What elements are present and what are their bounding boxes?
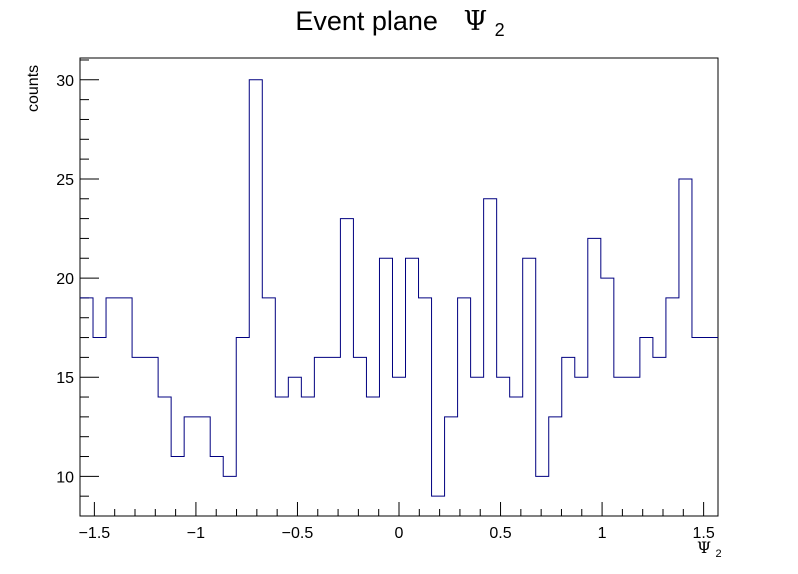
x-axis-tick-labels: −1.5 −1 −0.5 0 0.5 1 1.5 (79, 525, 715, 542)
histogram-outline (80, 79, 718, 497)
x-axis-ticks (93, 502, 705, 516)
x-tick-label: 0 (395, 525, 404, 542)
y-axis-ticks (80, 59, 99, 517)
x-tick-label: −1.5 (79, 525, 111, 542)
x-tick-label: 1.5 (692, 525, 714, 542)
y-axis-label: counts (25, 65, 42, 112)
x-axis-label: Ψ 2 (697, 538, 722, 560)
y-tick-label: 15 (56, 370, 74, 387)
chart-title: Event plane Ψ 2 (295, 6, 504, 40)
plot-frame (79, 57, 719, 517)
y-tick-label: 20 (56, 271, 74, 288)
y-tick-label: 30 (56, 73, 74, 90)
x-tick-label: −1 (187, 525, 205, 542)
histogram-bins (80, 80, 718, 496)
y-axis-tick-labels: 10 15 20 25 30 (56, 73, 74, 487)
x-tick-label: −0.5 (282, 525, 314, 542)
y-tick-label: 25 (56, 172, 74, 189)
x-tick-label: 1 (598, 525, 607, 542)
y-tick-label: 10 (56, 469, 74, 486)
x-tick-label: 0.5 (489, 525, 511, 542)
